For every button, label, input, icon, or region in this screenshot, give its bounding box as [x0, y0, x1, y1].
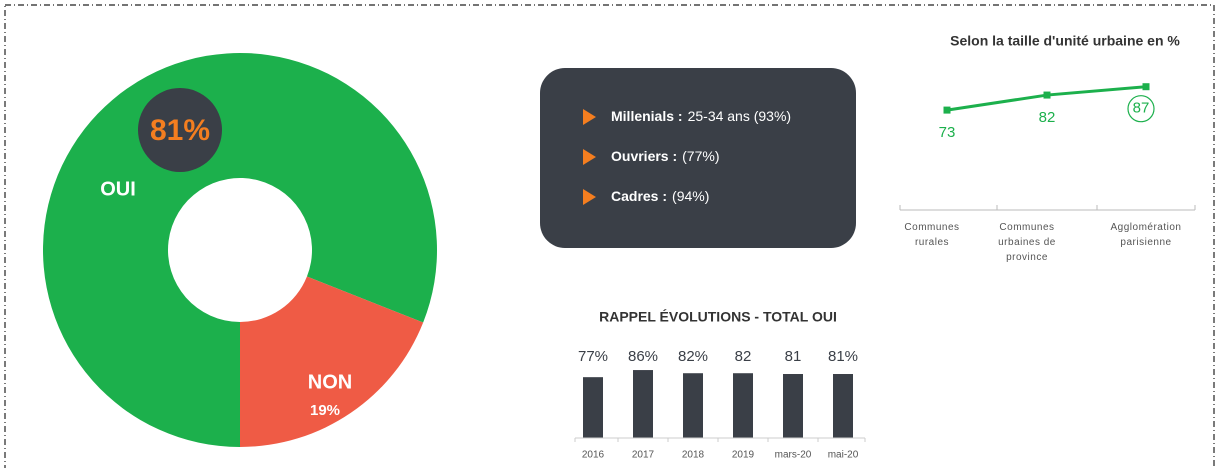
bullet	[583, 149, 596, 165]
callout-item: Cadres : (94%)	[611, 188, 709, 204]
item-text: (94%)	[672, 188, 709, 204]
frame	[4, 4, 1215, 468]
point	[943, 106, 951, 114]
callout-box	[540, 68, 856, 248]
item-text: (77%)	[682, 148, 719, 164]
slice-label: NON	[308, 371, 352, 393]
donut-slice	[240, 276, 424, 447]
item-text: 25-34 ans (93%)	[688, 108, 792, 124]
chart-title: Selon la taille d'unité urbaine en %	[950, 33, 1180, 49]
bar	[833, 374, 853, 438]
callout-item: Millenials : 25-34 ans (93%)	[611, 108, 791, 124]
chart-title: RAPPEL ÉVOLUTIONS - TOTAL OUI	[599, 309, 837, 325]
bar	[683, 373, 703, 438]
bar	[583, 377, 603, 438]
item-label: Millenials :	[611, 108, 683, 124]
bar	[783, 374, 803, 438]
x-tick-label: 2016	[582, 450, 605, 461]
value-label: 77%	[578, 348, 608, 365]
donut-slice	[42, 53, 438, 447]
highlight	[1127, 95, 1155, 123]
bar	[633, 370, 653, 438]
bar	[733, 373, 753, 438]
value-label: 73	[939, 124, 956, 141]
value-label: 82%	[678, 348, 708, 365]
value-label: 86%	[628, 348, 658, 365]
x-tick-label: 2018	[682, 450, 705, 461]
x-tick-label: Agglomération parisienne	[1110, 222, 1182, 248]
x-tick-label: mai-20	[828, 450, 859, 461]
bullet	[583, 189, 596, 205]
bullet	[583, 109, 596, 125]
value-label: 81	[785, 348, 802, 365]
badge	[138, 88, 222, 172]
slice-value: 19%	[310, 402, 340, 419]
slice-label: OUI	[100, 178, 136, 200]
x-tick-label: mars-20	[775, 450, 812, 461]
item-label: Ouvriers :	[611, 148, 677, 164]
x-tick-label: Communes urbaines de province	[998, 222, 1056, 263]
x-tick-label: Communes rurales	[904, 222, 960, 248]
point	[1043, 91, 1051, 99]
value-label: 82	[1039, 109, 1056, 126]
x-tick-label: 2017	[632, 450, 655, 461]
point	[1142, 83, 1150, 91]
callout-item: Ouvriers : (77%)	[611, 148, 720, 164]
value-label: 87	[1133, 100, 1150, 117]
x-tick-label: 2019	[732, 450, 755, 461]
badge-value: 81%	[150, 114, 210, 147]
item-label: Cadres :	[611, 188, 667, 204]
value-label: 81%	[828, 348, 858, 365]
value-label: 82	[735, 348, 752, 365]
